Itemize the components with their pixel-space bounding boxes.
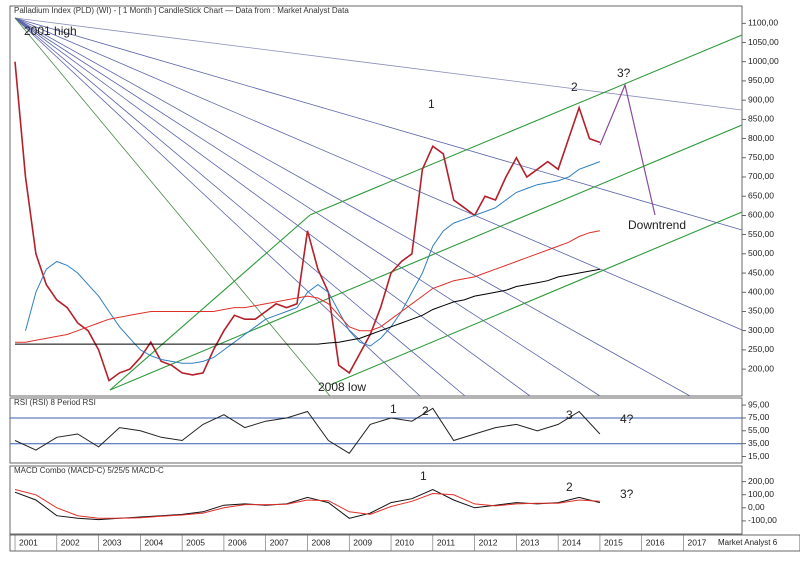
- pitchfork-handle: [109, 214, 311, 391]
- x-tick-label: 2014: [562, 537, 581, 547]
- series-line: [15, 230, 600, 343]
- annotation: 1: [428, 97, 435, 111]
- x-tick-label: 2012: [479, 537, 498, 547]
- x-tick-label: 2004: [144, 537, 163, 547]
- y-tick-label: 600,00: [748, 210, 774, 220]
- y-tick-label: 1000,00: [748, 56, 779, 66]
- series-line: [25, 161, 601, 364]
- y-tick-label: 900,00: [748, 94, 774, 104]
- x-tick-label: 2008: [311, 537, 330, 547]
- y-tick-label: 200,00: [748, 363, 774, 373]
- y-tick-label: 75,00: [748, 412, 770, 422]
- y-tick-label: 250,00: [748, 344, 774, 354]
- date-axis-frame: [9, 534, 800, 552]
- y-tick-label: 450,00: [748, 267, 774, 277]
- rsi-title: RSI (RSI) 8 Period RSI: [14, 398, 96, 407]
- x-tick-label: 2013: [520, 537, 539, 547]
- x-tick-label: 2005: [186, 537, 205, 547]
- x-tick-label: 2003: [103, 537, 122, 547]
- y-tick-label: 15,00: [748, 451, 770, 461]
- fan-line: [14, 17, 743, 231]
- series-line: [14, 407, 601, 454]
- fan-line: [14, 17, 466, 397]
- macd-frame: [9, 465, 743, 535]
- y-tick-label: 200,00: [748, 476, 774, 486]
- annotation: 3: [566, 408, 573, 422]
- annotation: 4?: [620, 412, 634, 426]
- series-line: [14, 489, 600, 519]
- x-tick-label: 2010: [395, 537, 414, 547]
- upper-channel: [309, 34, 743, 216]
- y-tick-label: 35,00: [748, 438, 770, 448]
- y-tick-label: 0,00: [748, 502, 765, 512]
- annotation: Downtrend: [628, 218, 686, 232]
- y-tick-label: 350,00: [748, 306, 774, 316]
- annotation: 2: [422, 404, 429, 418]
- fan-line: [14, 17, 743, 331]
- x-tick-label: 2017: [688, 537, 707, 547]
- y-tick-label: 500,00: [748, 248, 774, 258]
- price-frame: [9, 5, 743, 397]
- y-tick-label: 100,00: [748, 489, 774, 499]
- x-tick-label: 2007: [270, 537, 289, 547]
- x-tick-label: 2002: [61, 537, 80, 547]
- gann-fan: [14, 17, 743, 397]
- x-tick-label: 2009: [353, 537, 372, 547]
- x-tick-label: 2001: [19, 537, 38, 547]
- y-tick-label: 550,00: [748, 229, 774, 239]
- panel-frames: [9, 5, 800, 552]
- y-tick-label: 95,00: [748, 399, 770, 409]
- x-tick-label: 2006: [228, 537, 247, 547]
- data-layer: 1100,001050,001000,00950,00900,00850,008…: [10, 18, 779, 551]
- projection-path: [599, 83, 656, 216]
- fan-line: [14, 17, 531, 397]
- macd-title: MACD Combo (MACD-C) 5/25/5 MACD-C: [14, 466, 164, 475]
- series-line: [14, 61, 601, 382]
- annotation: 3?: [620, 487, 634, 501]
- annotation: 2: [566, 480, 573, 494]
- y-tick-label: 1050,00: [748, 37, 779, 47]
- y-tick-label: 800,00: [748, 133, 774, 143]
- fan-line: [14, 17, 691, 397]
- y-tick-label: 650,00: [748, 190, 774, 200]
- annotation: 3?: [617, 66, 631, 80]
- x-tick-label: 2016: [646, 537, 665, 547]
- price-title: Palladium Index (PLD) (WI) - [ 1 Month ]…: [14, 6, 349, 15]
- y-tick-label: 950,00: [748, 75, 774, 85]
- y-tick-label: 400,00: [748, 287, 774, 297]
- y-tick-label: 750,00: [748, 152, 774, 162]
- y-tick-label: 55,00: [748, 425, 770, 435]
- annotation: 2001 high: [24, 24, 77, 38]
- footer: Market Analyst 6: [718, 538, 778, 547]
- y-tick-label: 850,00: [748, 114, 774, 124]
- x-tick-label: 2015: [604, 537, 623, 547]
- lower-channel: [329, 211, 743, 386]
- annotation: 2: [571, 80, 578, 94]
- y-tick-label: 300,00: [748, 325, 774, 335]
- fan-line: [14, 17, 601, 397]
- y-tick-label: 1100,00: [748, 18, 778, 28]
- annotation: 2008 low: [318, 380, 366, 394]
- x-tick-label: 2011: [437, 537, 456, 547]
- annotation: 1: [420, 469, 427, 483]
- series-line: [15, 268, 600, 345]
- annotation: 1: [390, 402, 397, 416]
- fan-line: [14, 17, 331, 397]
- y-tick-label: -100,00: [748, 515, 777, 525]
- fan-line: [14, 17, 421, 397]
- y-tick-label: 700,00: [748, 171, 774, 181]
